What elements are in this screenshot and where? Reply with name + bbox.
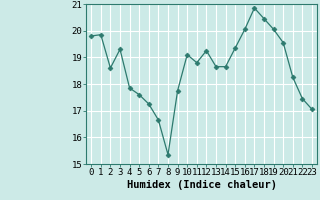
X-axis label: Humidex (Indice chaleur): Humidex (Indice chaleur) (127, 180, 276, 190)
